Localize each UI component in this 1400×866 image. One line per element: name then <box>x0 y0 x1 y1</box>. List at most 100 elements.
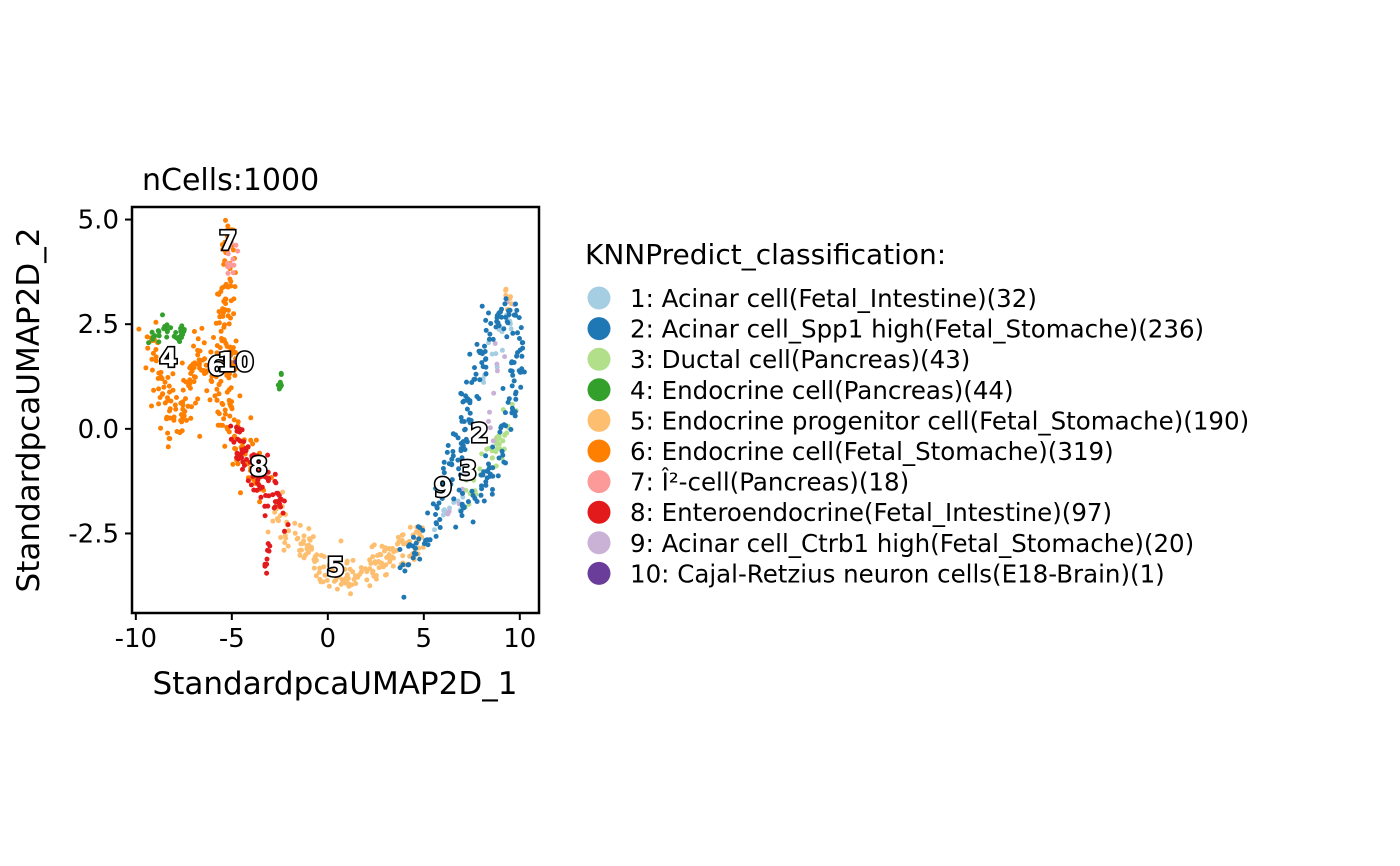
data-point <box>158 369 164 375</box>
data-point <box>450 453 456 459</box>
data-point <box>220 246 226 252</box>
data-point <box>165 375 171 380</box>
data-point <box>391 549 397 555</box>
data-point <box>149 356 155 362</box>
plot-panel-border <box>130 205 541 615</box>
y-tick-label: 2.5 <box>78 310 119 340</box>
legend-item-4: 4: Endocrine cell(Pancreas)(44) <box>587 376 1014 405</box>
data-point <box>222 407 228 413</box>
data-point <box>476 396 482 402</box>
data-point <box>164 329 170 335</box>
data-point <box>441 470 447 476</box>
data-point <box>317 565 323 571</box>
data-point <box>400 562 406 568</box>
data-point <box>503 423 509 429</box>
data-point <box>411 534 416 540</box>
legend-label: 8: Enteroendocrine(Fetal_Intestine)(97) <box>630 498 1112 527</box>
data-point <box>353 573 358 579</box>
data-point <box>228 240 234 246</box>
data-point <box>225 313 231 319</box>
data-point <box>241 439 247 445</box>
data-point <box>326 562 332 568</box>
data-point <box>149 367 155 373</box>
data-point <box>179 428 185 434</box>
data-point <box>151 387 157 393</box>
data-point <box>501 459 507 465</box>
data-point <box>395 534 401 540</box>
data-point <box>417 556 423 562</box>
data-point <box>215 409 221 415</box>
data-point <box>471 477 477 483</box>
data-point <box>367 566 373 572</box>
data-point <box>456 487 462 493</box>
data-point <box>505 320 511 326</box>
data-point <box>160 359 166 364</box>
data-point <box>219 336 224 341</box>
data-point <box>251 457 257 463</box>
data-point <box>233 359 239 365</box>
data-point <box>473 371 479 377</box>
data-point <box>487 331 493 337</box>
data-point <box>483 453 489 459</box>
data-point <box>353 581 359 587</box>
data-point <box>193 400 198 406</box>
data-point <box>250 474 256 479</box>
data-point <box>272 478 278 484</box>
data-point <box>143 365 149 371</box>
data-point <box>424 537 430 543</box>
data-point <box>512 312 518 318</box>
data-point <box>191 329 197 334</box>
data-point <box>494 368 500 374</box>
data-point <box>230 247 236 253</box>
data-point <box>178 333 184 339</box>
data-point <box>421 541 427 547</box>
data-point <box>433 520 439 526</box>
data-point <box>503 314 509 320</box>
legend-label: 5: Endocrine progenitor cell(Fetal_Stoma… <box>630 406 1249 435</box>
data-point <box>234 450 240 456</box>
data-point <box>155 328 161 334</box>
data-point <box>376 565 382 571</box>
data-point <box>216 382 222 387</box>
data-point <box>456 466 462 472</box>
data-point <box>259 465 264 471</box>
data-point <box>162 324 168 329</box>
data-point <box>308 544 314 550</box>
data-point <box>411 550 417 556</box>
data-point <box>225 226 231 232</box>
data-point <box>460 491 465 496</box>
data-point <box>166 436 172 441</box>
data-point <box>197 348 203 354</box>
data-point <box>180 387 186 393</box>
data-point <box>173 335 179 341</box>
data-point <box>479 486 485 492</box>
data-point <box>350 569 356 575</box>
data-point <box>501 326 507 332</box>
data-point <box>321 554 327 560</box>
data-point <box>465 499 471 505</box>
data-point <box>202 356 208 362</box>
data-point <box>188 415 194 421</box>
cluster-label-3: 3 <box>459 457 477 487</box>
data-point <box>228 298 234 304</box>
data-point <box>467 351 473 357</box>
data-point <box>348 591 353 597</box>
data-point <box>450 431 456 437</box>
data-point <box>479 360 485 366</box>
legend-swatch <box>587 500 611 524</box>
data-point <box>160 391 165 397</box>
data-point <box>164 334 170 340</box>
data-point <box>222 411 228 417</box>
data-point <box>333 558 339 564</box>
data-point <box>272 471 278 477</box>
data-point <box>172 402 178 408</box>
cluster-label-7: 7 <box>219 227 237 257</box>
data-point <box>285 543 291 549</box>
data-point <box>149 329 155 335</box>
data-point <box>275 490 281 496</box>
legend-item-5: 5: Endocrine progenitor cell(Fetal_Stoma… <box>587 406 1249 435</box>
data-point <box>373 573 379 578</box>
data-point <box>231 350 237 356</box>
data-point <box>262 563 268 569</box>
data-point <box>321 564 327 570</box>
